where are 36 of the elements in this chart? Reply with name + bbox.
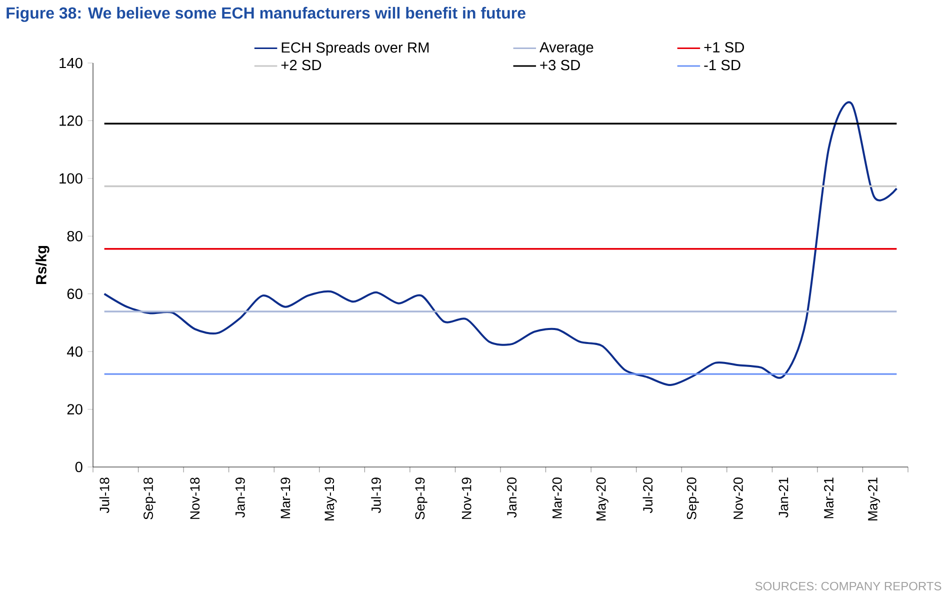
y-tick-label: 100	[60, 173, 82, 184]
x-tick-label: Mar-20	[552, 478, 562, 518]
legend-label: +2 SD	[281, 60, 322, 70]
y-tick-label: 140	[60, 58, 82, 68]
x-tick-label: May-21	[868, 478, 880, 520]
y-axis-title: Rs/kg	[36, 246, 50, 284]
x-tick-label: Sep-19	[415, 478, 428, 520]
legend-label: ECH Spreads over RM	[282, 42, 429, 56]
x-tick-label: Mar-19	[280, 478, 290, 518]
y-tick-label: 80	[67, 230, 82, 242]
legend-label: Average	[540, 42, 594, 56]
x-tick-label: Sep-18	[144, 478, 156, 520]
line-series	[103, 102, 898, 386]
x-tick-label: May-20	[596, 478, 608, 520]
x-tick-label: Nov-18	[190, 478, 200, 519]
x-tick-label: Jan-20	[507, 478, 517, 518]
chart-title: Figure 38: We believe some ECH manufacturers will benefit in future	[6, 6, 526, 22]
y-tick-label: 120	[60, 116, 82, 126]
x-tick-label: Jan-21	[778, 478, 788, 518]
x-tick-label: Jul-20	[642, 478, 653, 514]
x-tick-label: Nov-20	[733, 478, 743, 519]
x-tick-label: Jan-19	[235, 478, 245, 518]
source-note: SOURCES: COMPANY REPORTS	[755, 582, 942, 590]
legend-label: +1 SD	[704, 42, 744, 53]
legend-label: +3 SD	[540, 60, 580, 70]
x-tick-label: May-19	[324, 478, 337, 520]
x-tick-label: Sep-20	[686, 478, 699, 520]
x-tick-label: Nov-19	[462, 478, 472, 519]
legend-label: -1 SD	[704, 60, 740, 70]
x-tick-label: Jul-19	[371, 478, 381, 514]
y-tick-label: 60	[67, 288, 82, 300]
x-tick-label: Jul-18	[99, 478, 110, 514]
y-tick-label: 0	[75, 462, 82, 472]
y-tick-label: 20	[67, 404, 82, 414]
y-tick-label: 40	[66, 346, 82, 357]
x-tick-label: Mar-21	[824, 478, 834, 518]
